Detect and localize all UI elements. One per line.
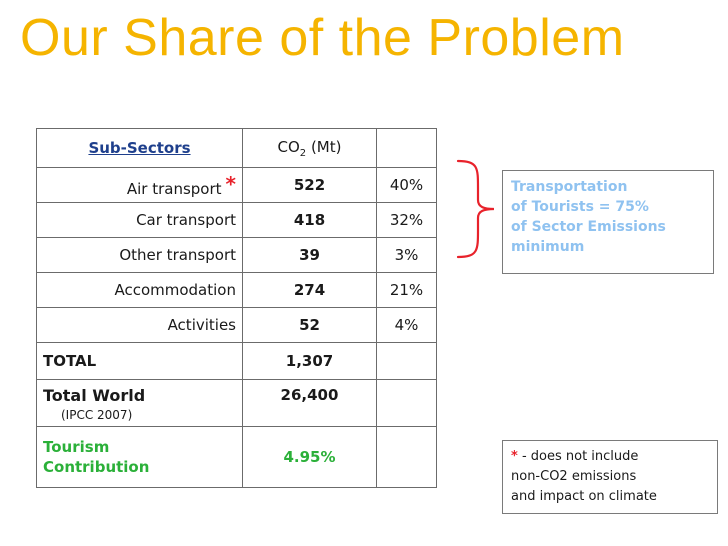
total-label: TOTAL xyxy=(36,342,243,380)
total-row: TOTAL 1,307 xyxy=(36,342,437,380)
header-pct-cell xyxy=(376,128,437,168)
table-row: Car transport 418 32% xyxy=(36,202,437,238)
asterisk-marker: * xyxy=(225,172,236,196)
world-label-cell: Total World (IPCC 2007) xyxy=(36,379,243,427)
footnote-line-3: and impact on climate xyxy=(511,489,657,504)
row-value: 52 xyxy=(242,307,377,343)
row-value: 522 xyxy=(242,167,377,203)
row-label: Car transport xyxy=(36,202,243,238)
co2-header-subscript: 2 xyxy=(299,147,307,159)
row-pct: 4% xyxy=(376,307,437,343)
callout-line-1: Transportation xyxy=(511,179,628,195)
row-value: 39 xyxy=(242,237,377,273)
world-row: Total World (IPCC 2007) 26,400 xyxy=(36,379,437,427)
co2-header-prefix: CO xyxy=(277,137,300,156)
table-row: Activities 52 4% xyxy=(36,307,437,343)
transport-share-callout: Transportation of Tourists = 75% of Sect… xyxy=(502,170,714,274)
header-subsectors-cell: Sub-Sectors xyxy=(36,128,243,168)
world-label: Total World xyxy=(43,386,146,405)
callout-line-2: of Tourists = 75% xyxy=(511,199,649,215)
co2-header-suffix: (Mt) xyxy=(306,137,342,156)
row-pct: 40% xyxy=(376,167,437,203)
callout-line-3: of Sector Emissions xyxy=(511,219,666,235)
header-co2-cell: CO2 (Mt) xyxy=(242,128,377,168)
contribution-row: Tourism Contribution 4.95% xyxy=(36,426,437,488)
row-label: Activities xyxy=(36,307,243,343)
contribution-value: 4.95% xyxy=(242,426,377,488)
world-value: 26,400 xyxy=(242,379,377,427)
row-label: Air transport xyxy=(126,180,222,198)
table-row: Other transport 39 3% xyxy=(36,237,437,273)
contribution-label-line1: Tourism xyxy=(43,438,110,456)
world-pct-cell xyxy=(376,379,437,427)
row-label: Other transport xyxy=(36,237,243,273)
total-value: 1,307 xyxy=(242,342,377,380)
row-label: Accommodation xyxy=(36,272,243,308)
footnote-line-1: * - does not include xyxy=(511,447,709,467)
subsectors-header-link[interactable]: Sub-Sectors xyxy=(88,139,191,157)
slide-title: Our Share of the Problem xyxy=(20,9,625,67)
row-pct: 21% xyxy=(376,272,437,308)
footnote-box: * - does not include non-CO2 emissions a… xyxy=(502,440,718,514)
contribution-pct-cell xyxy=(376,426,437,488)
callout-line-4: minimum xyxy=(511,239,585,255)
contribution-label-line2: Contribution xyxy=(43,458,150,476)
table-row: Air transport * 522 40% xyxy=(36,167,437,203)
row-value: 418 xyxy=(242,202,377,238)
footnote-asterisk: * xyxy=(511,449,518,464)
contribution-label-cell: Tourism Contribution xyxy=(36,426,243,488)
world-source-note: (IPCC 2007) xyxy=(61,408,133,422)
curly-bracket-icon xyxy=(456,159,495,259)
row-pct: 32% xyxy=(376,202,437,238)
table-header-row: Sub-Sectors CO2 (Mt) xyxy=(36,128,437,168)
row-pct: 3% xyxy=(376,237,437,273)
table-row: Accommodation 274 21% xyxy=(36,272,437,308)
total-pct-cell xyxy=(376,342,437,380)
row-label-cell: Air transport * xyxy=(36,167,243,203)
emissions-table: Sub-Sectors CO2 (Mt) Air transport * 522 … xyxy=(36,128,437,488)
footnote-line-1-text: - does not include xyxy=(517,449,639,464)
footnote-line-2: non-CO2 emissions xyxy=(511,469,637,484)
row-value: 274 xyxy=(242,272,377,308)
